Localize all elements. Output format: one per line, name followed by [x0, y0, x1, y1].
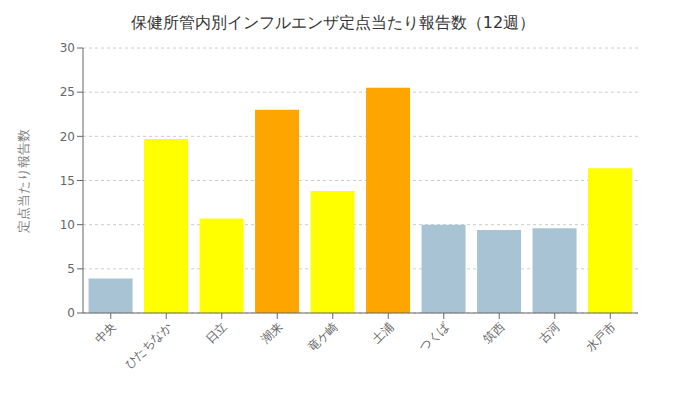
svg-text:15: 15 — [60, 174, 75, 188]
svg-text:25: 25 — [60, 85, 75, 99]
svg-text:中央: 中央 — [92, 319, 119, 346]
svg-text:10: 10 — [60, 218, 75, 232]
svg-text:ひたちなか: ひたちなか — [122, 319, 174, 371]
svg-text:0: 0 — [67, 306, 75, 320]
svg-text:30: 30 — [60, 41, 75, 55]
svg-text:20: 20 — [60, 130, 75, 144]
svg-text:竜ケ崎: 竜ケ崎 — [306, 319, 341, 354]
svg-text:定点当たり報告数: 定点当たり報告数 — [16, 129, 31, 233]
svg-text:土浦: 土浦 — [370, 319, 397, 346]
svg-text:潮来: 潮来 — [259, 319, 286, 346]
svg-text:筑西: 筑西 — [481, 319, 508, 346]
svg-text:古河: 古河 — [536, 319, 563, 346]
svg-text:つくば: つくば — [417, 319, 453, 355]
svg-text:水戸市: 水戸市 — [583, 319, 618, 354]
svg-text:5: 5 — [67, 262, 75, 276]
svg-text:日立: 日立 — [203, 319, 230, 346]
html-text:保健所管内別インフルエンザ定点当たり報告数（12週）: 保健所管内別インフルエンザ定点当たり報告数（12週） — [130, 13, 536, 32]
